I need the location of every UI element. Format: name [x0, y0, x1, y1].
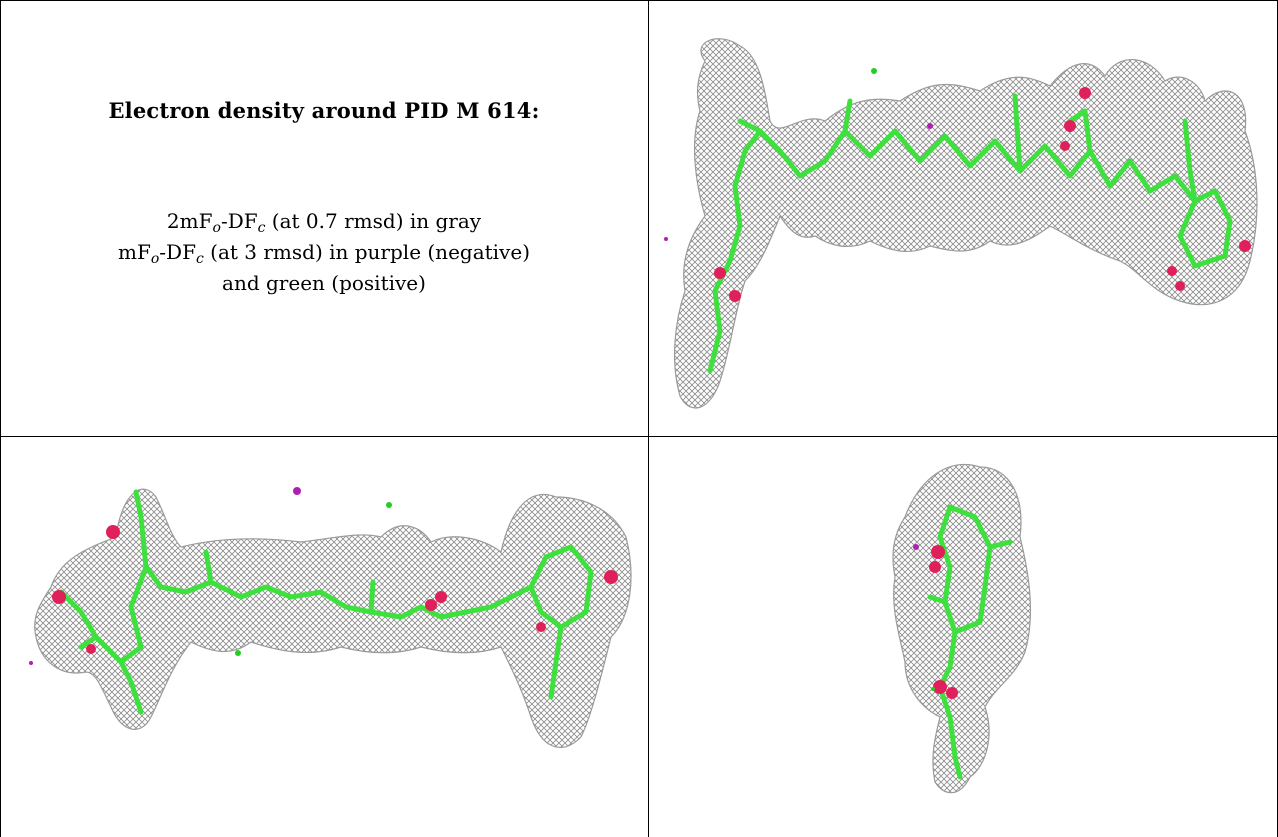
ligand-model — [927, 504, 1013, 780]
density-view-2 — [1, 437, 648, 837]
caption-cell: Electron density around PID M 614: 2mFo-… — [0, 0, 648, 436]
figure-title: Electron density around PID M 614: — [108, 98, 540, 123]
density-view-3 — [650, 437, 1277, 837]
difference-density-blobs — [664, 68, 933, 241]
legend-line-gray: 2mFo-DFc (at 0.7 rmsd) in gray — [166, 209, 482, 236]
ligand-model — [707, 93, 1233, 374]
table-divider-vertical — [648, 0, 649, 837]
legend-text: 2mFo-DFc (at 0.7 rmsd) in gray mFo-DFc (… — [0, 206, 648, 299]
oxygen-atoms — [929, 545, 958, 699]
table-divider-horizontal — [0, 436, 1278, 437]
oxygen-atoms — [52, 525, 618, 654]
density-mesh — [673, 38, 1258, 409]
legend-line-difference: mFo-DFc (at 3 rmsd) in purple (negative) — [118, 240, 530, 267]
difference-density-blobs — [29, 487, 392, 665]
difference-density-blobs — [913, 544, 935, 691]
density-mesh — [34, 488, 632, 748]
legend-line-positive: and green (positive) — [222, 271, 426, 295]
ligand-model — [58, 489, 594, 715]
density-view-1 — [650, 1, 1277, 436]
oxygen-atoms — [714, 87, 1251, 302]
table-border-top — [0, 0, 1278, 1]
table-border-left — [0, 0, 1, 837]
